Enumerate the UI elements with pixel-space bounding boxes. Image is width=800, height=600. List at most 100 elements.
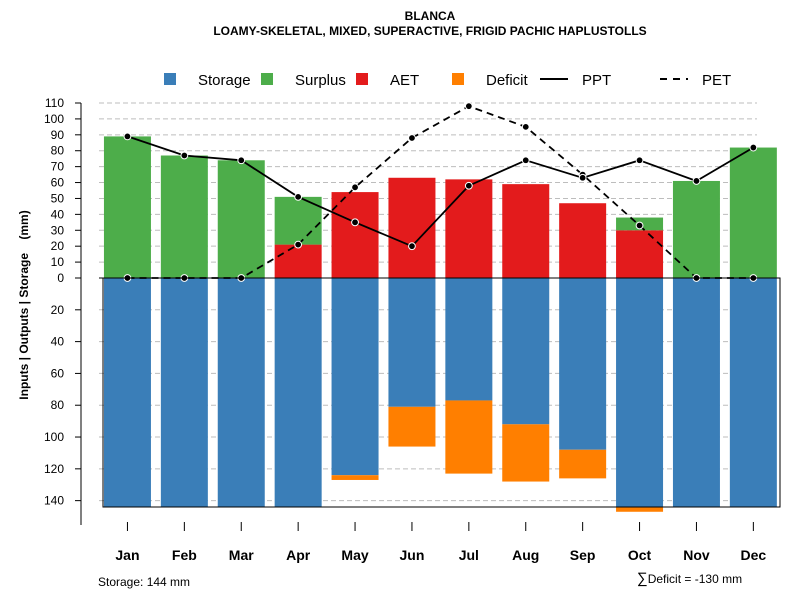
y-tick-label: 40 (51, 207, 65, 221)
legend-label: Deficit (486, 72, 529, 89)
bar-deficit (559, 449, 607, 479)
bar-deficit (502, 424, 550, 482)
bar-storage (616, 278, 664, 507)
bars (103, 136, 777, 512)
chart-title: BLANCA (404, 9, 456, 23)
ppt-point (464, 181, 473, 190)
ppt-line (127, 135, 754, 248)
legend-label: AET (390, 72, 419, 89)
legend-swatch (356, 73, 368, 85)
y-tick-label: 10 (51, 255, 65, 269)
x-tick-label: Jul (459, 547, 479, 563)
pet-point (635, 221, 644, 230)
bar-aet (616, 230, 664, 278)
legend-swatch (452, 73, 464, 85)
y-tick-label: 50 (51, 191, 65, 205)
bar-surplus (217, 160, 265, 278)
bar-deficit (445, 400, 493, 474)
legend-label: PPT (582, 72, 611, 89)
axes: 0102030405060708090100110204060801001201… (17, 96, 781, 563)
x-tick-label: May (341, 547, 368, 563)
ppt-point (578, 173, 587, 182)
storage-frame (102, 277, 781, 508)
x-tick-label: Dec (741, 547, 767, 563)
pet-point (408, 134, 416, 142)
bar-deficit (388, 406, 436, 447)
bar-surplus (160, 155, 208, 278)
y-tick-label: 0 (57, 271, 64, 285)
bar-aet (274, 244, 322, 278)
y-tick-label: 30 (51, 223, 65, 237)
bar-storage (672, 278, 720, 507)
bar-aet (331, 192, 379, 278)
bar-storage (274, 278, 322, 507)
legend-swatch (164, 73, 176, 85)
y-tick-label: 60 (51, 366, 65, 380)
bar-storage (445, 278, 493, 401)
bar-storage (559, 278, 607, 450)
y-tick-label: 140 (44, 494, 64, 508)
y-tick-label: 80 (51, 144, 65, 158)
x-tick-label: Feb (172, 547, 197, 563)
y-tick-label: 80 (51, 398, 65, 412)
legend-label: Surplus (295, 72, 346, 89)
bar-surplus (729, 147, 777, 278)
bar-storage (388, 278, 436, 407)
y-tick-label: 100 (44, 430, 64, 444)
pet-line (127, 105, 754, 279)
x-tick-label: Jun (400, 547, 425, 563)
bar-aet (445, 179, 493, 278)
bar-storage (217, 278, 265, 507)
y-tick-label: 70 (51, 160, 65, 174)
bar-aet (388, 177, 436, 278)
ppt-point (180, 151, 189, 160)
pet-point (294, 240, 303, 249)
y-tick-label: 90 (51, 128, 65, 142)
ppt-point (521, 156, 530, 165)
bar-surplus (103, 136, 151, 278)
series-lines (123, 102, 758, 282)
legend-swatch (261, 73, 273, 85)
ppt-point (294, 192, 303, 201)
y-tick-label: 120 (44, 462, 64, 476)
deficit-total: ∑Deficit = -130 mm (637, 570, 742, 587)
x-tick-label: Apr (286, 547, 311, 563)
legend-label: PET (702, 72, 731, 89)
x-tick-label: Nov (683, 547, 710, 563)
y-tick-label: 40 (51, 335, 65, 349)
bar-aet (559, 203, 607, 278)
chart-subtitle: LOAMY-SKELETAL, MIXED, SUPERACTIVE, FRIG… (213, 24, 647, 38)
bar-storage (103, 278, 151, 507)
bar-surplus (672, 180, 720, 278)
y-tick-label: 20 (51, 239, 65, 253)
bar-storage (729, 278, 777, 507)
sigma-symbol: ∑ (637, 570, 648, 587)
storage-total: Storage: 144 mm (98, 575, 191, 589)
legend: Storage Surplus AET Deficit PPT PET (164, 72, 731, 89)
bar-storage (160, 278, 208, 507)
ppt-point (408, 242, 416, 251)
y-axis-label: Inputs | Outputs | Storage (mm) (17, 210, 31, 399)
y-tick-label: 60 (51, 176, 65, 190)
ppt-point (123, 132, 132, 141)
ppt-point (635, 156, 644, 165)
y-tick-label: 110 (45, 96, 64, 110)
pet-point (464, 102, 473, 111)
legend-label: Storage (198, 72, 251, 89)
deficit-total-text: Deficit = -130 mm (647, 572, 743, 586)
pet-point (351, 183, 359, 192)
bar-storage (502, 278, 550, 425)
ppt-point (749, 143, 758, 152)
bar-aet (502, 184, 550, 278)
ppt-point (351, 218, 359, 227)
pet-point (521, 122, 530, 131)
ppt-point (237, 156, 246, 165)
x-tick-label: Oct (628, 547, 652, 563)
x-tick-label: Jan (115, 547, 139, 563)
ppt-point (692, 177, 701, 185)
bar-storage (331, 278, 379, 476)
y-tick-label: 20 (51, 303, 65, 317)
x-tick-label: Aug (512, 547, 539, 563)
x-tick-label: Mar (229, 547, 254, 563)
